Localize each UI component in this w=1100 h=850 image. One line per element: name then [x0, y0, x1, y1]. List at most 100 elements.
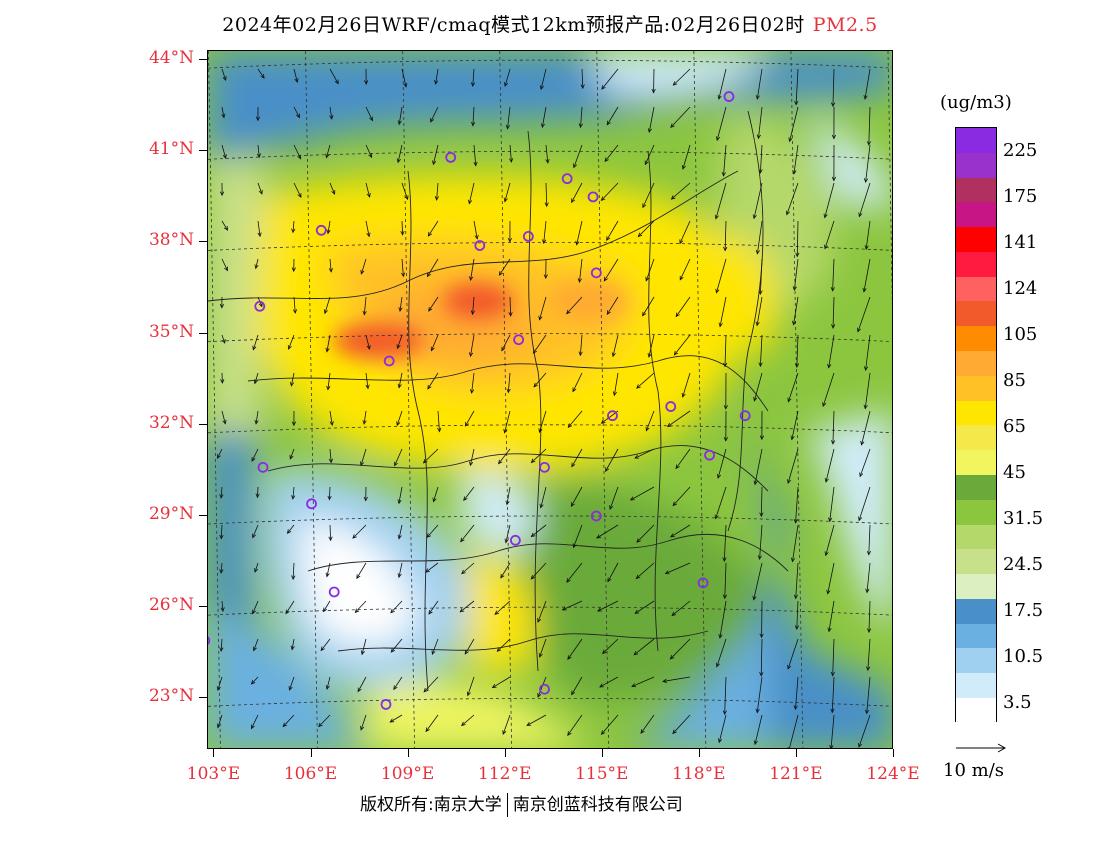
wind-vector — [795, 676, 799, 710]
wind-vector — [679, 220, 691, 244]
wind-vector — [221, 334, 226, 344]
wind-vector — [425, 562, 439, 573]
wind-vector-head — [466, 691, 471, 697]
wind-vector-head — [474, 234, 479, 240]
legend-swatch — [956, 351, 996, 376]
wind-vector — [754, 448, 763, 485]
wind-vector — [682, 372, 691, 398]
wind-vector-head — [216, 723, 221, 729]
wind-vector — [723, 524, 727, 562]
wind-vector — [756, 68, 763, 100]
wind-vector — [831, 676, 835, 713]
wind-vector — [254, 562, 259, 573]
wind-vector-head — [258, 302, 263, 308]
wind-vector — [724, 220, 727, 251]
wind-vector-head — [794, 625, 800, 631]
wind-vector-head — [491, 684, 497, 689]
wind-vector-head — [644, 160, 649, 166]
wind-vector — [292, 220, 295, 233]
wind-vector-head — [831, 176, 837, 182]
wind-vector-head — [252, 533, 256, 539]
wind-vector — [290, 372, 295, 386]
wind-vector-head — [645, 276, 650, 282]
wind-vector — [221, 410, 226, 424]
wind-vector — [253, 638, 259, 651]
legend-label: 65 — [1003, 416, 1026, 437]
legend-unit: (ug/m3) — [940, 92, 1012, 113]
wind-vector — [545, 144, 549, 163]
wind-vector — [401, 220, 404, 235]
lon-tick — [407, 749, 409, 757]
wind-vector — [634, 448, 655, 459]
wind-vector — [292, 486, 295, 499]
wind-vector-head — [294, 78, 299, 84]
copyright-right: 南京创蓝科技有限公司 — [512, 795, 683, 815]
wind-vector — [221, 600, 224, 612]
wind-vector — [293, 182, 302, 198]
wind-vector-head — [397, 573, 402, 579]
wind-vector — [796, 334, 799, 368]
wind-vector-head — [606, 236, 611, 242]
wind-vector — [329, 258, 332, 272]
wind-vector — [756, 296, 763, 326]
wind-vector — [217, 676, 223, 691]
wind-vector — [285, 600, 295, 614]
wind-vector-head — [257, 232, 262, 238]
wind-vector — [630, 486, 655, 501]
wind-vector — [719, 296, 727, 327]
wind-vector-head — [357, 687, 362, 693]
wind-vector — [390, 600, 403, 614]
wind-vector — [832, 68, 835, 107]
wind-vector-head — [400, 230, 405, 236]
wind-vector-head — [352, 534, 357, 539]
wind-vector — [461, 562, 475, 574]
wind-vector — [787, 448, 799, 484]
wind-vector — [670, 106, 691, 128]
wind-vector-head — [219, 303, 224, 309]
wind-vector-head — [390, 608, 395, 614]
copyright-separator — [506, 793, 508, 817]
wind-vector-head — [675, 312, 680, 318]
latitude-gridline — [208, 333, 892, 343]
wind-vector — [217, 448, 223, 459]
wind-vector — [566, 296, 583, 314]
latitude-gridline — [208, 697, 892, 707]
wind-vector — [640, 714, 655, 734]
wind-vector — [221, 144, 227, 159]
wind-vector-head — [325, 685, 330, 690]
wind-vector-head — [325, 347, 330, 353]
wind-vector — [365, 182, 370, 198]
wind-vector — [360, 714, 367, 730]
wind-vector-head — [258, 189, 263, 195]
wind-vector-head — [602, 649, 607, 655]
wind-vector — [254, 372, 259, 384]
wind-vector — [829, 486, 835, 522]
wind-vector — [463, 486, 475, 501]
wind-vector — [824, 220, 835, 249]
legend-swatch — [956, 425, 996, 451]
wind-vector — [863, 258, 871, 292]
legend-swatch — [956, 202, 996, 228]
chart-title: 2024年02月26日WRF/cmaq模式12km预报产品:02月26日02时 P… — [0, 10, 1100, 37]
wind-vector — [531, 448, 547, 463]
wind-vector-head — [219, 647, 224, 653]
wind-vector — [824, 182, 835, 218]
wind-vector-head — [297, 193, 302, 199]
lon-tick — [504, 749, 506, 757]
legend-swatch — [956, 623, 996, 649]
wind-vector — [679, 258, 691, 281]
wind-vector-head — [831, 324, 836, 329]
wind-vector — [792, 524, 799, 562]
wind-vector — [787, 638, 799, 670]
station-marker — [590, 510, 602, 522]
wind-vector-head — [757, 555, 762, 561]
province-boundaries — [208, 110, 789, 692]
wind-vector — [795, 562, 799, 599]
wind-vector-head — [470, 82, 476, 88]
lat-tick — [199, 697, 207, 699]
wind-vector-head — [426, 272, 431, 278]
wind-vector — [718, 714, 727, 743]
wind-vector-head — [866, 628, 872, 634]
station-marker — [561, 173, 573, 185]
wind-vector-head — [331, 190, 336, 195]
